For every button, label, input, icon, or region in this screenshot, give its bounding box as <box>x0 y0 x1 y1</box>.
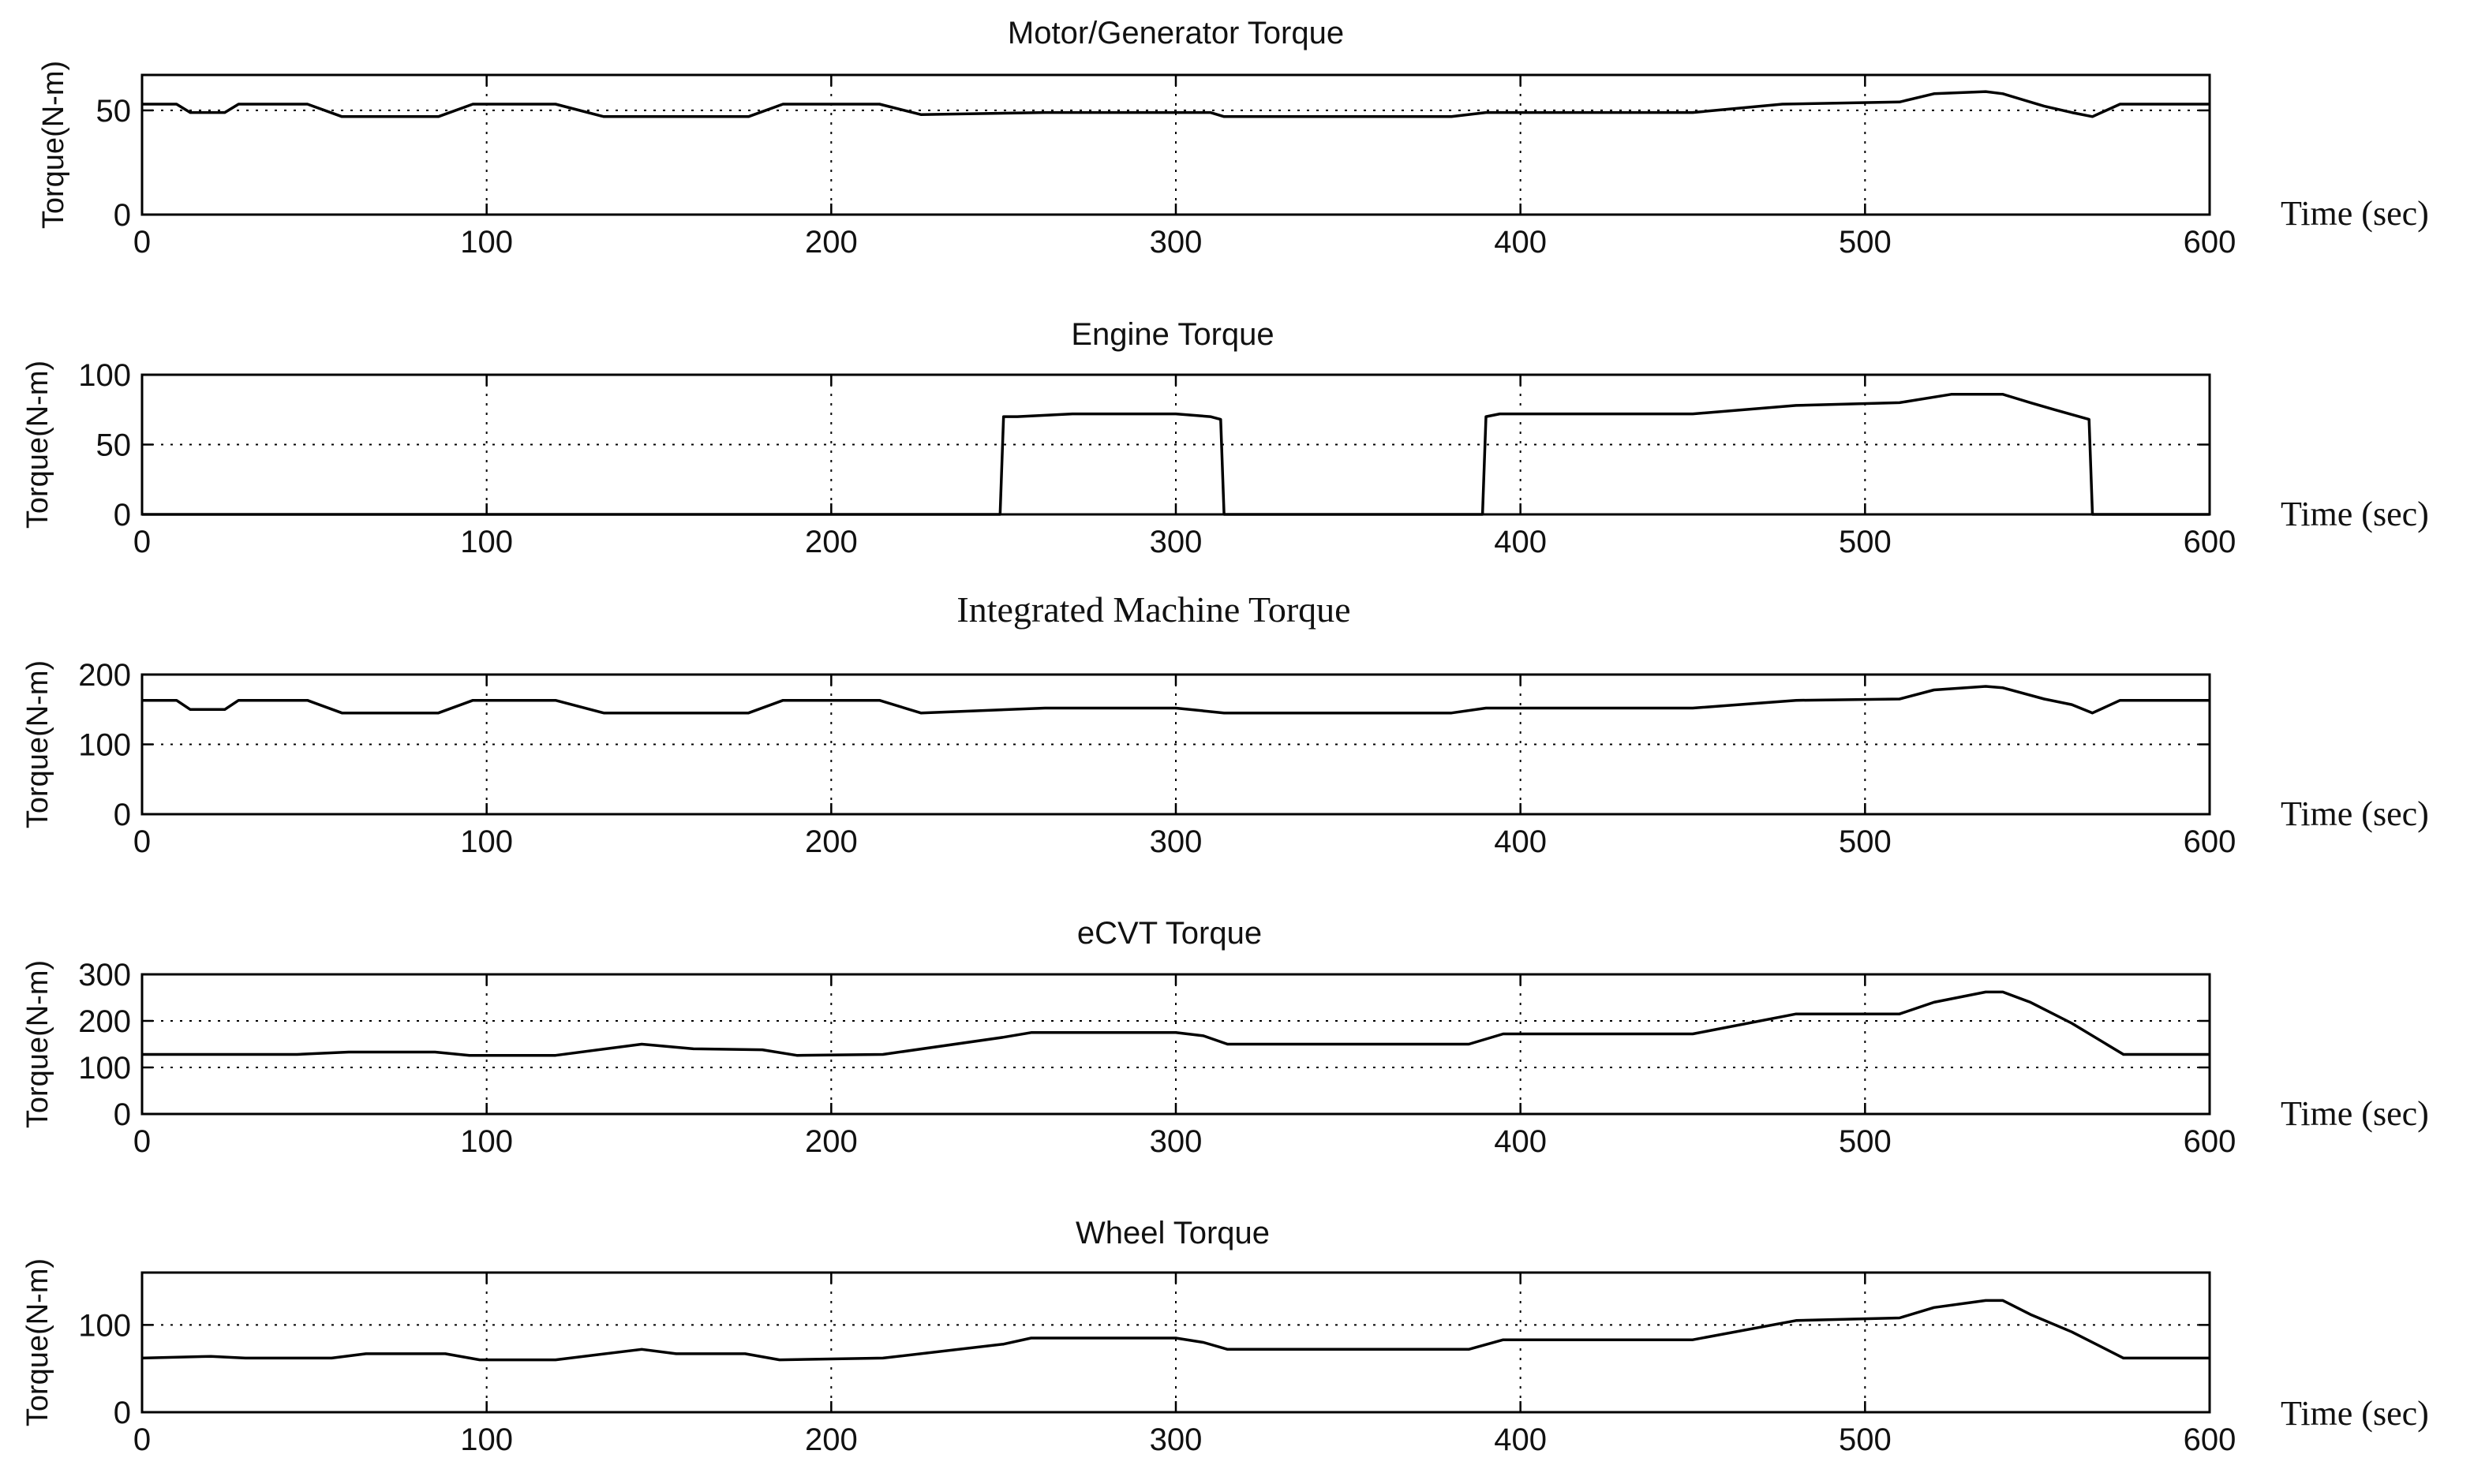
x-tick-label: 100 <box>460 225 513 260</box>
x-tick-label: 300 <box>1150 225 1203 260</box>
x-tick-label: 400 <box>1494 525 1547 559</box>
x-tick-label: 400 <box>1494 225 1547 260</box>
y-tick-label: 50 <box>96 94 132 129</box>
x-tick-label: 300 <box>1150 824 1203 859</box>
x-tick-label: 600 <box>2184 225 2236 260</box>
axes-frame <box>140 973 2211 1116</box>
y-axis-label: Torque(N-m) <box>21 960 54 1128</box>
y-axis-label: Torque(N-m) <box>37 61 70 229</box>
axes-frame <box>140 1271 2211 1414</box>
x-tick-label: 200 <box>805 1422 858 1457</box>
x-tick-label: 200 <box>805 1124 858 1159</box>
x-tick-label: 500 <box>1839 525 1892 559</box>
panel-title: Wheel Torque <box>1076 1216 1270 1250</box>
x-axis-label: Time (sec) <box>2281 495 2429 533</box>
x-tick-label: 0 <box>133 225 151 260</box>
series-line <box>142 685 2210 715</box>
y-tick-label: 100 <box>78 728 131 763</box>
y-tick-label: 0 <box>114 1097 131 1132</box>
panel-title: Integrated Machine Torque <box>956 589 1350 630</box>
y-tick-label: 0 <box>114 1396 131 1430</box>
series-line <box>142 393 2210 516</box>
x-tick-label: 0 <box>133 1422 151 1457</box>
y-axis-label: Torque(N-m) <box>21 660 54 828</box>
panel-title: Motor/Generator Torque <box>1008 16 1344 50</box>
panel-motor-generator-torque: Motor/Generator Torque Torque(N-m) Time … <box>37 16 2429 260</box>
x-tick-label: 200 <box>805 525 858 559</box>
y-axis-label: Torque(N-m) <box>21 361 54 529</box>
panel-title: Engine Torque <box>1071 317 1274 352</box>
series-line <box>141 1299 2210 1362</box>
y-axis-label: Torque(N-m) <box>21 1258 54 1426</box>
x-tick-label: 300 <box>1150 525 1203 559</box>
x-tick-label: 400 <box>1494 1422 1547 1457</box>
x-tick-label: 600 <box>2184 824 2236 859</box>
panel-engine-torque: Engine Torque Torque(N-m) Time (sec) 0 10… <box>21 317 2429 559</box>
x-tick-label: 300 <box>1150 1124 1203 1159</box>
y-tick-label: 50 <box>96 428 132 463</box>
x-tick-label: 0 <box>133 525 151 559</box>
x-tick-label: 500 <box>1839 225 1892 260</box>
x-tick-label: 400 <box>1494 824 1547 859</box>
x-tick-label: 300 <box>1150 1422 1203 1457</box>
x-tick-label: 100 <box>460 1422 513 1457</box>
y-tick-label: 0 <box>114 198 131 233</box>
x-tick-label: 600 <box>2184 1422 2236 1457</box>
y-tick-label: 100 <box>78 1308 131 1343</box>
panel-ecvt-torque: eCVT Torque Torque(N-m) Time (sec) 0 100 2… <box>21 916 2429 1159</box>
x-axis-label: Time (sec) <box>2281 1094 2429 1133</box>
panel-wheel-torque: Wheel Torque Torque(N-m) Time (sec) 0 100… <box>21 1216 2429 1457</box>
series-line <box>142 990 2210 1057</box>
x-tick-label: 500 <box>1839 1124 1892 1159</box>
y-tick-label: 200 <box>78 1004 131 1039</box>
axes-frame <box>140 73 2211 216</box>
x-tick-label: 500 <box>1839 824 1892 859</box>
x-tick-label: 600 <box>2184 525 2236 559</box>
y-tick-label: 200 <box>78 658 131 693</box>
x-tick-label: 500 <box>1839 1422 1892 1457</box>
series-line <box>142 90 2210 118</box>
x-axis-label: Time (sec) <box>2281 194 2429 233</box>
y-tick-label: 0 <box>114 798 131 832</box>
x-tick-label: 100 <box>460 824 513 859</box>
x-axis-label: Time (sec) <box>2281 1394 2429 1433</box>
x-tick-label: 400 <box>1494 1124 1547 1159</box>
y-tick-label: 100 <box>78 1051 131 1086</box>
x-tick-label: 0 <box>133 824 151 859</box>
y-tick-label: 300 <box>78 958 131 992</box>
y-tick-label: 100 <box>78 358 131 393</box>
x-tick-label: 200 <box>805 225 858 260</box>
y-tick-label: 0 <box>114 498 131 533</box>
x-tick-label: 100 <box>460 525 513 559</box>
x-tick-label: 0 <box>133 1124 151 1159</box>
panel-integrated-machine-torque: Integrated Machine Torque Torque(N-m) Ti… <box>21 589 2429 859</box>
x-tick-label: 600 <box>2184 1124 2236 1159</box>
x-tick-label: 100 <box>460 1124 513 1159</box>
panel-title: eCVT Torque <box>1077 916 1262 951</box>
x-tick-label: 200 <box>805 824 858 859</box>
x-axis-label: Time (sec) <box>2281 794 2429 833</box>
